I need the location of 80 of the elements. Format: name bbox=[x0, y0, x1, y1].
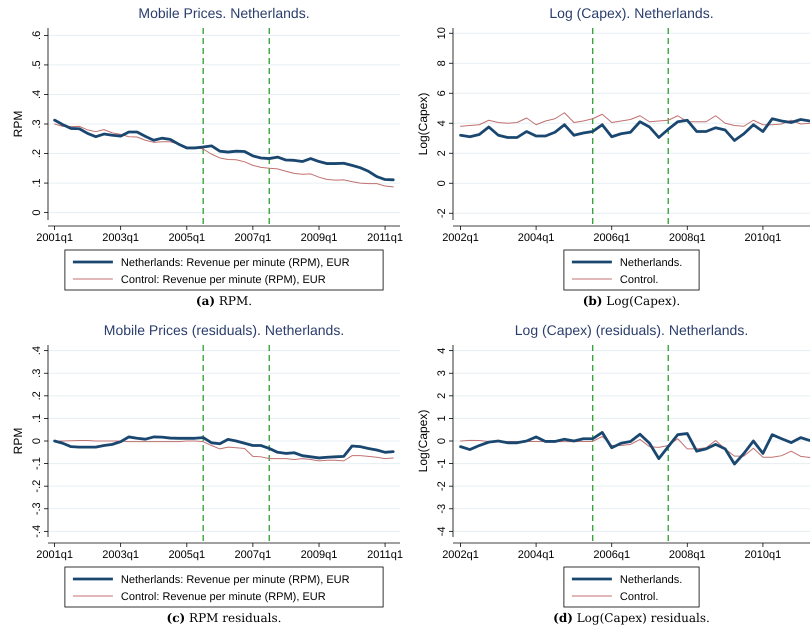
x-tick-label: 2007q1 bbox=[234, 232, 272, 244]
y-tick-label: .3 bbox=[31, 368, 43, 378]
y-tick-label: 0 bbox=[436, 180, 448, 186]
y-tick-label: -.2 bbox=[31, 480, 43, 493]
text: (b) Log(Capex). bbox=[582, 294, 680, 308]
x-tick-label: 2001q1 bbox=[36, 232, 73, 244]
line-series bbox=[53, 118, 395, 182]
y-tick-label: .2 bbox=[31, 148, 43, 158]
x-tick-label: 2009q1 bbox=[300, 232, 338, 244]
x-tick-label: 2008q1 bbox=[668, 549, 706, 561]
y-tick-label: 0 bbox=[436, 438, 448, 444]
y-tick-label: -.4 bbox=[31, 524, 43, 538]
line-series bbox=[459, 117, 810, 142]
y-axis-title: Log(Capex) bbox=[416, 92, 430, 156]
y-axis-title: RPM bbox=[11, 110, 25, 138]
y-tick-label: 2 bbox=[436, 392, 448, 399]
x-tick-label: 2003q1 bbox=[102, 549, 140, 561]
x-tick-label: 2011q1 bbox=[367, 232, 404, 244]
x-tick-label: 2005q1 bbox=[168, 232, 206, 244]
text: (a) RPM. bbox=[196, 294, 252, 308]
y-tick-label: -.3 bbox=[31, 502, 43, 516]
y-tick-label: 4 bbox=[436, 120, 448, 126]
y-tick-label: 1 bbox=[436, 415, 448, 422]
legend-label: Netherlands. bbox=[620, 574, 682, 586]
chart-title: Mobile Prices (residuals). Netherlands. bbox=[104, 322, 344, 338]
y-tick-label: .6 bbox=[31, 30, 43, 40]
text: (d) Log(Capex) residuals. bbox=[553, 611, 710, 625]
y-tick-label: 3 bbox=[436, 370, 448, 376]
y-tick-label: -2 bbox=[436, 208, 448, 218]
y-axis-title: RPM bbox=[11, 428, 25, 454]
y-tick-label: .1 bbox=[31, 414, 43, 424]
legend-label: Control: Revenue per minute (RPM), EUR bbox=[120, 591, 326, 603]
line-series bbox=[53, 436, 395, 460]
y-tick-label: 4 bbox=[436, 348, 448, 354]
y-tick-label: -4 bbox=[436, 526, 448, 536]
x-tick-label: 2002q1 bbox=[442, 549, 479, 561]
y-tick-label: 10 bbox=[436, 27, 448, 40]
legend-label: Control: Revenue per minute (RPM), EUR bbox=[120, 274, 326, 286]
y-tick-label: .4 bbox=[31, 346, 43, 356]
line-series bbox=[460, 112, 810, 127]
y-tick-label: 0 bbox=[31, 210, 43, 216]
text: (c) RPM residuals. bbox=[166, 611, 282, 625]
y-tick-label: -.1 bbox=[31, 457, 43, 470]
legend-label: Netherlands: Revenue per minute (RPM), EUR bbox=[120, 257, 350, 269]
y-tick-label: 0 bbox=[31, 438, 43, 444]
chart-title: Mobile Prices. Netherlands. bbox=[138, 5, 310, 21]
x-tick-label: 2009q1 bbox=[300, 549, 338, 561]
x-tick-label: 2008q1 bbox=[668, 232, 706, 244]
legend-label: Control. bbox=[620, 274, 658, 286]
y-tick-label: 8 bbox=[436, 60, 448, 66]
chart-title: Log (Capex) (residuals). Netherlands. bbox=[514, 322, 748, 338]
x-tick-label: 2004q1 bbox=[518, 232, 554, 244]
y-tick-label: -3 bbox=[436, 504, 448, 514]
y-tick-label: 2 bbox=[436, 150, 448, 156]
x-tick-label: 2005q1 bbox=[168, 549, 206, 561]
y-tick-label: .5 bbox=[31, 60, 43, 70]
legend-label: Netherlands. bbox=[620, 257, 682, 269]
y-tick-label: -2 bbox=[436, 481, 448, 492]
x-tick-label: 2010q1 bbox=[744, 232, 782, 244]
legend-label: Control. bbox=[620, 591, 658, 603]
legend-label: Netherlands: Revenue per minute (RPM), EUR bbox=[120, 574, 350, 586]
y-tick-label: -1 bbox=[436, 458, 448, 468]
y-tick-label: .4 bbox=[31, 90, 43, 100]
line-series bbox=[54, 124, 394, 188]
y-tick-label: .3 bbox=[31, 119, 43, 129]
x-tick-label: 2010q1 bbox=[744, 549, 782, 561]
y-tick-label: 6 bbox=[436, 90, 448, 96]
x-tick-label: 2003q1 bbox=[102, 232, 140, 244]
x-tick-label: 2001q1 bbox=[36, 549, 73, 561]
y-tick-label: .2 bbox=[31, 391, 43, 400]
y-axis-title: Log(Capex) bbox=[416, 410, 430, 472]
x-tick-label: 2002q1 bbox=[442, 232, 479, 244]
x-tick-label: 2006q1 bbox=[593, 232, 630, 244]
line-series bbox=[459, 431, 810, 466]
x-tick-label: 2006q1 bbox=[593, 549, 630, 561]
x-tick-label: 2004q1 bbox=[518, 549, 554, 561]
chart-title: Log (Capex). Netherlands. bbox=[549, 5, 714, 21]
y-tick-label: .1 bbox=[31, 178, 43, 188]
x-tick-label: 2011q1 bbox=[367, 549, 404, 561]
x-tick-label: 2007q1 bbox=[234, 549, 272, 561]
